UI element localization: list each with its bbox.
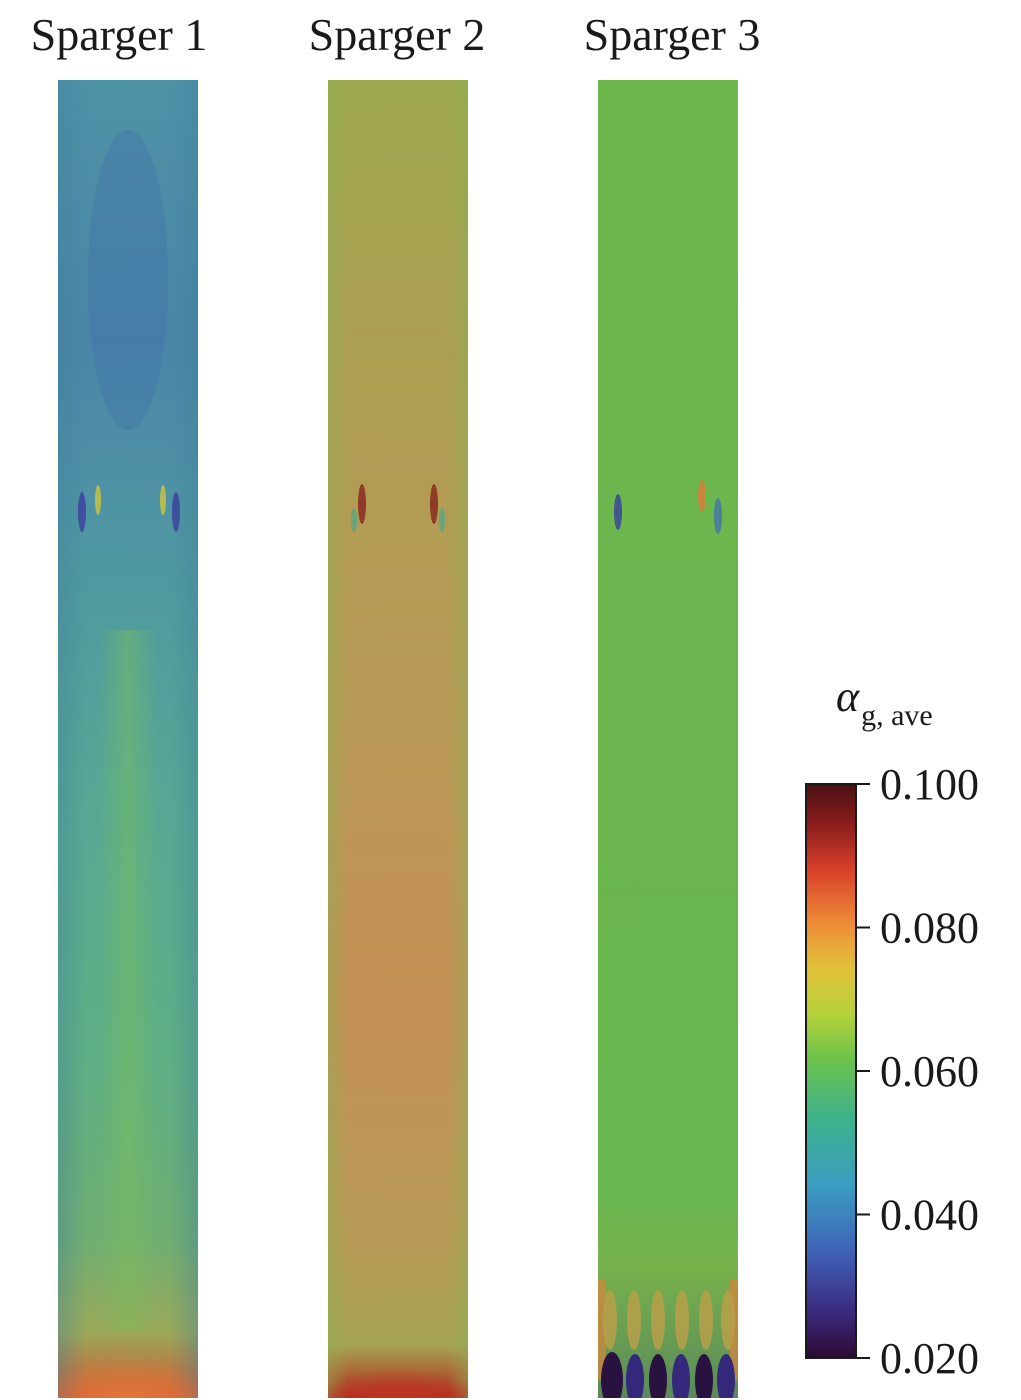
colorbar: 0.100 0.080 0.060 0.040 0.020: [805, 760, 979, 1383]
colorbar-tick-label: 0.100: [880, 760, 979, 809]
colorbar-gradient: [805, 783, 857, 1359]
panel-title-sparger-3: Sparger 3: [583, 9, 761, 60]
colorbar-tick-label: 0.040: [880, 1191, 979, 1240]
panel-title-sparger-2: Sparger 2: [308, 9, 486, 60]
colorbar-title-subscript: g, ave: [861, 699, 933, 732]
colorbar-title-symbol: α: [836, 672, 860, 721]
sparger-3-contour-field: [598, 80, 738, 1398]
panel-title-sparger-1: Sparger 1: [30, 9, 208, 60]
sparger-1-contour-field: [58, 80, 198, 1398]
sparger-2-contour-field: [328, 80, 468, 1398]
colorbar-tick-label: 0.020: [880, 1334, 979, 1383]
colorbar-tick-label: 0.080: [880, 904, 979, 953]
colorbar-tick-label: 0.060: [880, 1047, 979, 1096]
colorbar-title: αg, ave: [836, 672, 933, 741]
